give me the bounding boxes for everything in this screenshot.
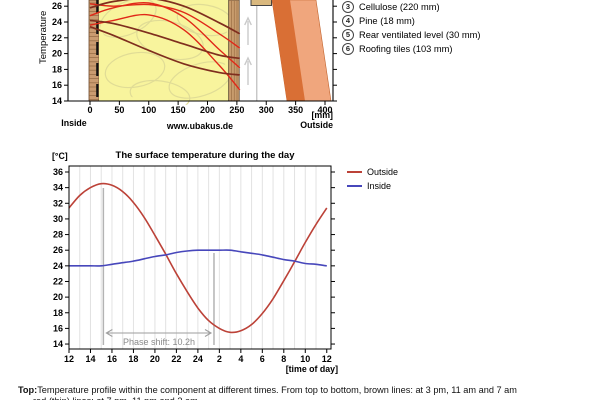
x-tick-label: 350 <box>288 105 303 115</box>
x-tick-label: 200 <box>200 105 215 115</box>
legend-item: 4 Pine (18 mm) <box>342 14 480 28</box>
bottom-chart-title: The surface temperature during the day <box>115 150 295 161</box>
phase-arrow-head-left <box>105 329 113 337</box>
x-tick-label: 8 <box>281 354 286 364</box>
bottom-chart-legend: Outside Inside <box>347 165 398 193</box>
x-tick-label: 250 <box>229 105 244 115</box>
y-tick-label: 22 <box>52 33 62 43</box>
y-tick-label: 36 <box>53 167 63 177</box>
layer-label: Pine (18 mm) <box>359 16 415 26</box>
legend-entry-outside: Outside <box>347 165 398 179</box>
figure-caption-line2: red (thin) lines: at 7 pm, 11 pm and 3 a… <box>33 396 593 400</box>
inside-line-swatch <box>347 185 362 187</box>
layer-number-badge: 5 <box>342 29 354 41</box>
y-tick-label: 34 <box>53 183 63 193</box>
time-of-day-unit: [time of day] <box>285 364 338 374</box>
inside-curve <box>69 249 327 267</box>
y-tick-label: 26 <box>52 1 62 11</box>
roofing-tile-band-dark <box>272 0 305 101</box>
bottom-chart-border <box>68 165 332 350</box>
ventilation-arrow-head <box>244 56 252 66</box>
x-tick-label: 10 <box>300 354 310 364</box>
layer-number-badge: 6 <box>342 43 354 55</box>
caption-text: red (thin) lines: at 7 pm, 11 pm and 3 a… <box>33 396 198 400</box>
y-tick-label: 16 <box>52 80 62 90</box>
x-tick-label: 24 <box>193 354 203 364</box>
y-tick-label: 22 <box>53 276 63 286</box>
x-tick-label: 150 <box>171 105 186 115</box>
legend-entry-label: Outside <box>367 167 399 177</box>
y-tick-label: 14 <box>52 96 62 106</box>
mm-unit-label: [mm] <box>311 110 333 120</box>
layer-label: Rear ventilated level (30 mm) <box>359 30 481 40</box>
figure-caption-line1: Top:Temperature profile within the compo… <box>18 385 593 395</box>
top-chart-y-axis-label: Temperature <box>38 10 49 64</box>
x-tick-label: 2 <box>217 354 222 364</box>
x-tick-label: 16 <box>107 354 117 364</box>
cellulose-loop-texture <box>176 3 232 37</box>
y-tick-label: 30 <box>53 214 63 224</box>
y-tick-label: 24 <box>53 261 63 271</box>
y-tick-label: 20 <box>52 49 62 59</box>
x-tick-label: 14 <box>85 354 95 364</box>
y-tick-label: 26 <box>53 245 63 255</box>
profile-curve-11am <box>89 19 240 60</box>
construction-legend: 3 Cellulose (220 mm) 4 Pine (18 mm) 5 Re… <box>342 0 480 56</box>
x-tick-label: 12 <box>322 354 332 364</box>
layer-number-badge: 4 <box>342 15 354 27</box>
x-tick-label: 22 <box>171 354 181 364</box>
y-tick-label: 24 <box>52 17 62 27</box>
outside-curve <box>68 182 328 334</box>
y-tick-label: 14 <box>53 339 63 349</box>
profile-curve-3pm <box>89 0 241 35</box>
outside-label: Outside <box>300 120 333 130</box>
cellulose-loop-texture <box>104 51 166 89</box>
y-tick-label: 18 <box>52 64 62 74</box>
y-tick-label: 28 <box>53 230 63 240</box>
caption-prefix: Top: <box>18 385 38 395</box>
layer-label: Roofing tiles (103 mm) <box>359 44 453 54</box>
y-tick-label: 32 <box>53 198 63 208</box>
x-tick-label: 300 <box>259 105 274 115</box>
x-tick-label: 6 <box>260 354 265 364</box>
x-tick-label: 100 <box>141 105 156 115</box>
profile-curve-7am <box>89 25 240 76</box>
tile-batten <box>250 0 272 6</box>
legend-item: 5 Rear ventilated level (30 mm) <box>342 28 480 42</box>
y-tick-label: 16 <box>53 323 63 333</box>
legend-entry-label: Inside <box>367 181 392 191</box>
inside-label: Inside <box>61 118 87 128</box>
x-tick-label: 0 <box>87 105 92 115</box>
x-tick-label: 50 <box>114 105 124 115</box>
outside-line-swatch <box>347 171 362 173</box>
y-tick-label: 18 <box>53 308 63 318</box>
x-tick-label: 20 <box>150 354 160 364</box>
x-tick-label: 18 <box>128 354 138 364</box>
profile-curve-3am <box>89 13 241 91</box>
x-tick-label: 12 <box>64 354 74 364</box>
y-tick-label: 20 <box>53 292 63 302</box>
watermark: www.ubakus.de <box>166 121 234 131</box>
x-tick-label: 4 <box>238 354 243 364</box>
caption-text: Temperature profile within the component… <box>37 385 517 395</box>
x-tick-label: 400 <box>317 105 332 115</box>
profile-curve-11pm <box>89 1 241 69</box>
phase-shift-label: Phase shift: 10.2h <box>122 337 196 347</box>
layer-label: Cellulose (220 mm) <box>359 2 440 12</box>
layer-number-badge: 3 <box>342 1 354 13</box>
ventilation-arrow-head <box>244 16 252 26</box>
bottom-chart-y-unit: [°C] <box>52 151 68 161</box>
legend-item: 6 Roofing tiles (103 mm) <box>342 42 480 56</box>
legend-item: 3 Cellulose (220 mm) <box>342 0 480 14</box>
legend-entry-inside: Inside <box>347 179 398 193</box>
phase-arrow-head-right <box>204 329 213 337</box>
